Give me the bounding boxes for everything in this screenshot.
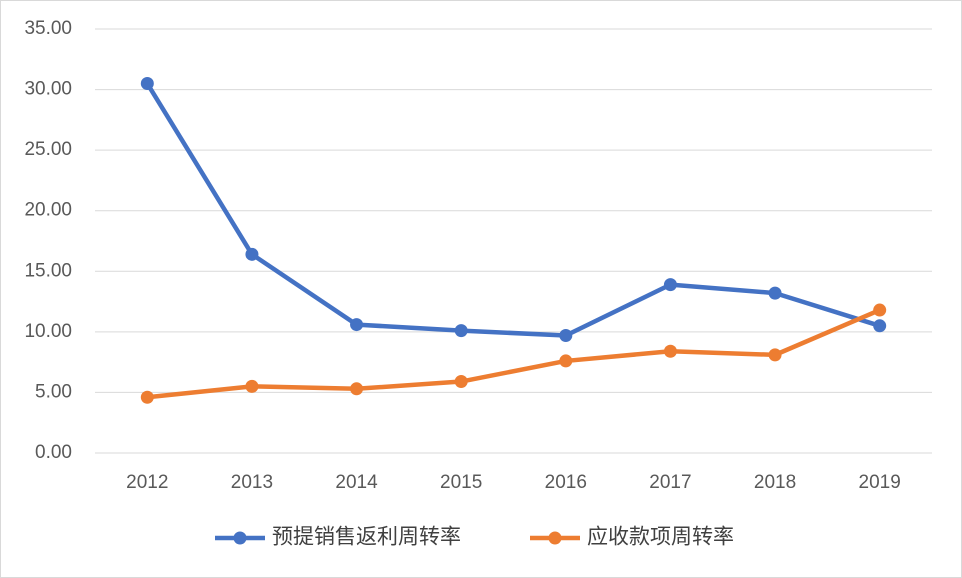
series-line [147, 307, 881, 400]
data-point [873, 303, 887, 317]
series-line [145, 82, 881, 338]
data-point [350, 318, 364, 332]
data-point [768, 286, 782, 300]
y-tick-label: 0.00 [35, 442, 72, 463]
data-point [559, 328, 573, 342]
legend-label: 预提销售返利周转率 [272, 526, 461, 549]
legend-marker [548, 531, 562, 545]
data-point [454, 324, 468, 338]
y-tick-label: 35.00 [24, 18, 72, 39]
legend-label: 应收款项周转率 [587, 526, 734, 549]
x-tick-label: 2017 [649, 472, 691, 493]
data-point [873, 319, 887, 333]
data-point [245, 379, 259, 393]
y-tick-label: 20.00 [24, 200, 72, 221]
data-point [663, 344, 677, 358]
data-point [768, 348, 782, 362]
data-point [350, 382, 364, 396]
x-tick-label: 2019 [859, 472, 901, 493]
data-point [559, 354, 573, 368]
y-tick-label: 10.00 [24, 321, 72, 342]
data-point [140, 390, 154, 404]
y-tick-label: 25.00 [24, 139, 72, 160]
x-tick-label: 2012 [126, 472, 168, 493]
data-point [140, 77, 154, 91]
y-tick-label: 15.00 [24, 260, 72, 281]
x-tick-label: 2013 [231, 472, 273, 493]
y-tick-label: 30.00 [24, 79, 72, 100]
x-tick-label: 2016 [545, 472, 587, 493]
x-tick-label: 2018 [754, 472, 796, 493]
x-tick-label: 2015 [440, 472, 482, 493]
data-point [663, 278, 677, 292]
data-point [245, 247, 259, 261]
data-point [454, 375, 468, 389]
x-tick-label: 2014 [335, 472, 378, 493]
legend-marker [233, 531, 247, 545]
y-tick-label: 5.00 [35, 381, 72, 402]
